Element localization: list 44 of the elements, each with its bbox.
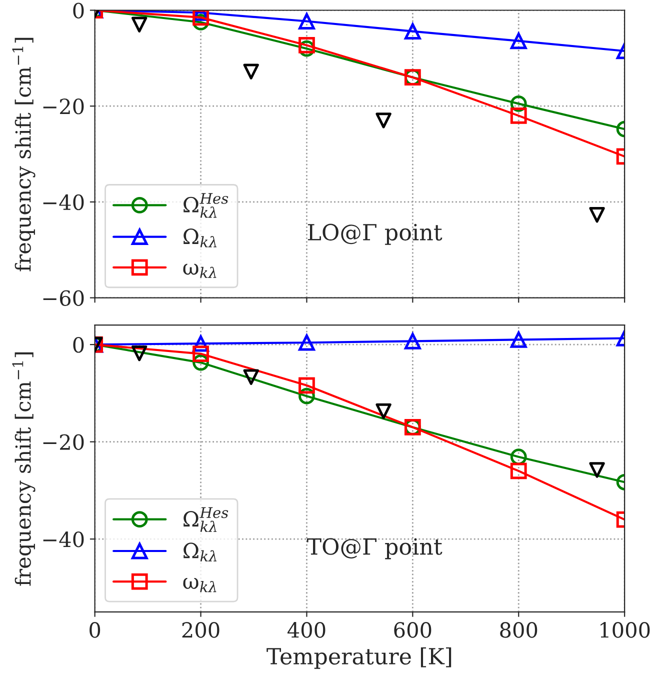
y-tick-label: −20 bbox=[43, 98, 84, 114]
legend-label: Ω$^{Hes}$$_{kλ}$ bbox=[184, 193, 228, 218]
point bbox=[131, 16, 148, 32]
x-tick-label: 800 bbox=[500, 622, 538, 638]
point bbox=[589, 207, 605, 223]
point bbox=[510, 32, 527, 50]
point bbox=[404, 23, 421, 40]
point bbox=[510, 332, 527, 348]
x-axis-title: Temperature [K] bbox=[266, 647, 452, 669]
point bbox=[510, 107, 527, 124]
y-tick-label: −40 bbox=[43, 194, 84, 210]
legend-label: ω$_{kλ}$ bbox=[183, 578, 216, 592]
y-axis-title: frequency shift [cm$^{−1}$] bbox=[12, 352, 36, 586]
point bbox=[376, 403, 392, 420]
point bbox=[510, 462, 527, 480]
y-tick-label: −40 bbox=[43, 531, 84, 548]
point bbox=[404, 332, 421, 350]
x-tick-label: 400 bbox=[287, 622, 326, 638]
annotation: TO@Γ point bbox=[306, 538, 442, 560]
y-tick-label: −20 bbox=[43, 434, 84, 450]
y-axis-title: frequency shift [cm$^{−1}$] bbox=[12, 38, 36, 272]
legend-label: ω$_{kλ}$ bbox=[183, 264, 216, 278]
x-tick-label: 0 bbox=[90, 622, 100, 638]
y-tick-label: 0 bbox=[73, 337, 84, 353]
annotation: LO@Γ point bbox=[308, 224, 442, 245]
point bbox=[298, 13, 315, 30]
point bbox=[376, 112, 392, 128]
point bbox=[192, 10, 209, 26]
point bbox=[589, 462, 605, 478]
point bbox=[243, 369, 259, 385]
point bbox=[243, 64, 259, 80]
point bbox=[298, 377, 315, 394]
legend-label: Ω$_{kλ}$ bbox=[184, 542, 217, 562]
y-tick-label: 0 bbox=[73, 2, 84, 18]
point bbox=[192, 346, 209, 362]
y-tick-label: −60 bbox=[43, 290, 84, 306]
legend-label: Ω$_{kλ}$ bbox=[184, 228, 217, 248]
x-tick-label: 600 bbox=[394, 622, 432, 638]
legend-label: Ω$^{Hes}$$_{kλ}$ bbox=[184, 507, 228, 532]
point bbox=[298, 334, 315, 351]
point bbox=[131, 345, 148, 362]
x-tick-label: 1000 bbox=[600, 622, 650, 638]
point bbox=[298, 37, 315, 54]
x-tick-label: 200 bbox=[182, 622, 220, 638]
